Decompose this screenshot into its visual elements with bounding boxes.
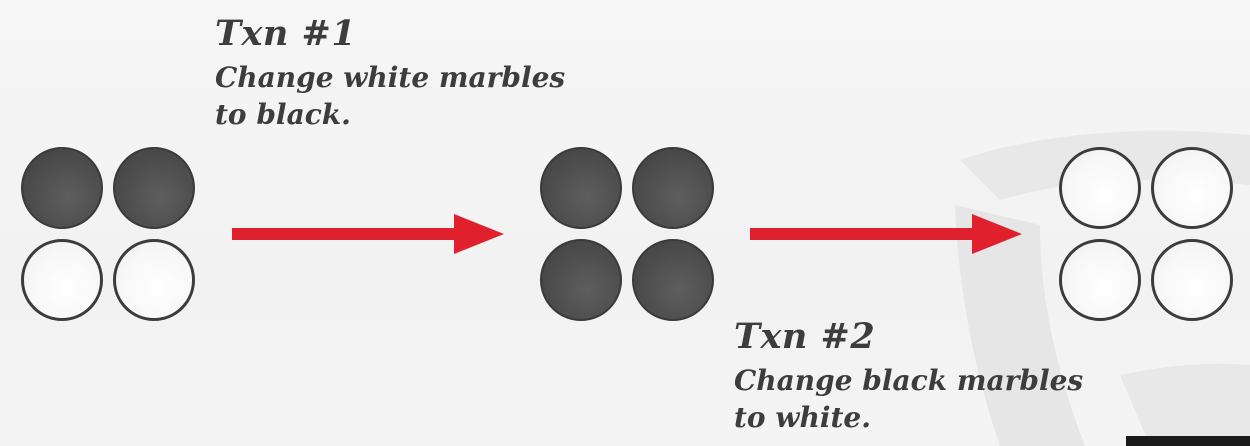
txn1-description-line2: to black. bbox=[215, 98, 351, 131]
black-marble bbox=[540, 239, 622, 321]
marble-set-after-txn1 bbox=[540, 147, 718, 325]
arrow-shaft bbox=[750, 228, 974, 240]
black-marble bbox=[21, 147, 103, 229]
black-marble bbox=[113, 147, 195, 229]
arrow-shaft bbox=[232, 228, 456, 240]
black-marble bbox=[632, 147, 714, 229]
white-marble bbox=[21, 239, 103, 321]
txn1-title: Txn #1 bbox=[215, 13, 357, 54]
txn2-description: Change black marbles to white. bbox=[734, 362, 1083, 436]
white-marble bbox=[1059, 147, 1141, 229]
txn2-description-line2: to white. bbox=[734, 401, 871, 434]
black-marble bbox=[540, 147, 622, 229]
marble-set-initial bbox=[21, 147, 199, 325]
txn2-label: Txn #2 Change black marbles to white. bbox=[734, 319, 1083, 436]
black-marble bbox=[632, 239, 714, 321]
white-marble bbox=[113, 239, 195, 321]
white-marble bbox=[1059, 239, 1141, 321]
white-marble bbox=[1151, 147, 1233, 229]
marble-set-after-txn2 bbox=[1059, 147, 1237, 325]
txn2-title: Txn #2 bbox=[734, 316, 876, 357]
corner-overlay bbox=[1126, 436, 1250, 446]
txn2-description-line1: Change black marbles bbox=[734, 364, 1084, 397]
arrow-head bbox=[454, 214, 504, 254]
txn1-label: Txn #1 Change white marbles to black. bbox=[215, 16, 565, 133]
arrow-right-icon bbox=[232, 214, 504, 254]
arrow-head bbox=[972, 214, 1022, 254]
white-marble bbox=[1151, 239, 1233, 321]
txn1-description-line1: Change white marbles bbox=[215, 61, 566, 94]
arrow-right-icon bbox=[750, 214, 1022, 254]
txn1-description: Change white marbles to black. bbox=[215, 59, 565, 133]
